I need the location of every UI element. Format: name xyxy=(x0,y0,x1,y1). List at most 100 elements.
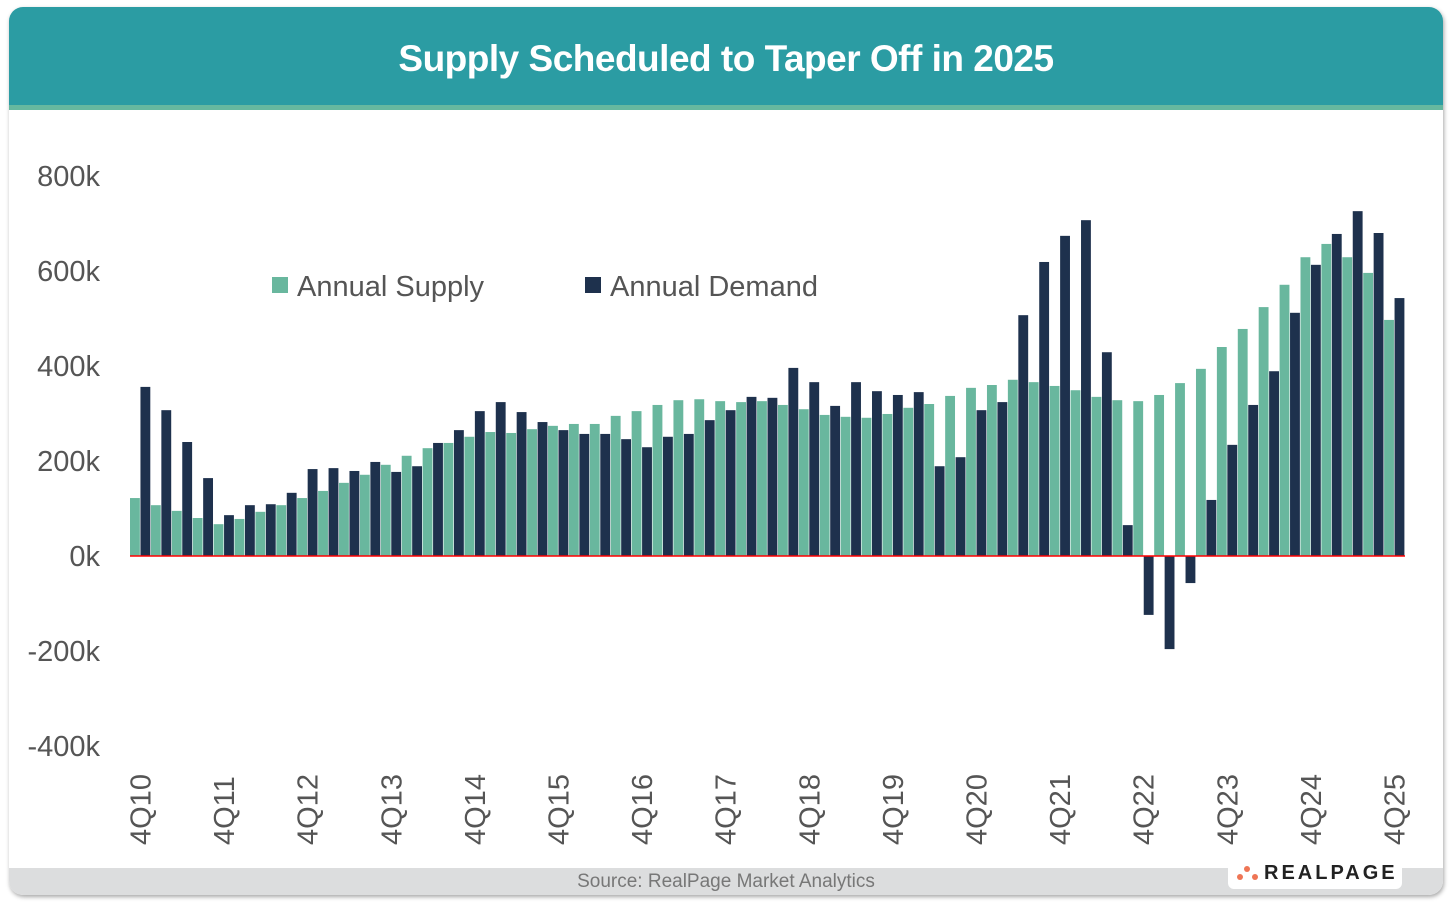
supply-bar xyxy=(1384,319,1394,556)
x-tick-label: 4Q10 xyxy=(125,774,157,845)
header-bar xyxy=(9,7,1443,105)
y-tick-label: 200k xyxy=(37,446,100,478)
supply-bar xyxy=(318,490,328,556)
demand-bar xyxy=(1248,404,1259,556)
demand-bar xyxy=(1185,556,1196,584)
x-tick-label: 4Q11 xyxy=(209,776,241,845)
logo-text: REALPAGE xyxy=(1264,862,1398,884)
demand-bar xyxy=(1206,499,1217,556)
legend-swatch xyxy=(272,277,288,293)
supply-bar xyxy=(130,498,140,556)
chart-title: Supply Scheduled to Taper Off in 2025 xyxy=(398,38,1054,79)
x-tick-label: 4Q13 xyxy=(376,774,408,845)
demand-bar xyxy=(788,367,799,556)
demand-bar xyxy=(516,412,527,556)
x-tick-label: 4Q19 xyxy=(878,774,910,845)
demand-bar xyxy=(1018,315,1029,556)
demand-bar xyxy=(1352,211,1363,556)
demand-bar xyxy=(224,515,234,556)
source-note: Source: RealPage Market Analytics xyxy=(577,871,875,892)
demand-bar xyxy=(495,402,506,556)
y-tick-label: 0k xyxy=(69,541,100,573)
x-tick-label: 4Q20 xyxy=(962,774,994,845)
demand-bar xyxy=(349,470,360,556)
demand-bar xyxy=(621,439,632,556)
demand-bar xyxy=(140,386,151,556)
supply-bar xyxy=(1112,400,1123,556)
supply-bar xyxy=(589,423,600,556)
demand-bar xyxy=(642,447,652,556)
demand-bar xyxy=(830,405,841,556)
y-tick-label: 600k xyxy=(37,256,100,288)
demand-bar xyxy=(307,469,318,556)
demand-bar xyxy=(453,430,464,556)
supply-bar xyxy=(527,429,537,556)
supply-bar xyxy=(861,417,872,556)
supply-bar xyxy=(1007,379,1018,556)
supply-bar xyxy=(736,402,746,556)
demand-bar xyxy=(182,442,193,556)
supply-bar xyxy=(464,436,475,556)
demand-bar xyxy=(558,430,569,556)
supply-bar xyxy=(234,518,245,556)
demand-bar xyxy=(203,478,214,556)
supply-bar xyxy=(506,432,517,556)
supply-bar xyxy=(777,404,788,556)
demand-bar xyxy=(433,442,443,556)
supply-bar xyxy=(380,464,391,556)
demand-bar xyxy=(746,396,757,556)
legend-label: Annual Demand xyxy=(610,271,818,303)
supply-bar xyxy=(297,498,308,556)
supply-bar xyxy=(757,401,767,556)
demand-bar xyxy=(1143,556,1154,615)
y-tick-label: -400k xyxy=(27,731,100,763)
demand-bar xyxy=(1081,220,1091,557)
demand-bar xyxy=(600,433,611,556)
demand-bar xyxy=(579,433,590,556)
legend-swatch xyxy=(585,277,601,293)
supply-bar xyxy=(819,414,830,556)
demand-bar xyxy=(1394,298,1405,556)
supply-bar xyxy=(694,399,705,556)
supply-bar xyxy=(1091,396,1102,556)
demand-bar xyxy=(662,436,673,556)
demand-bar xyxy=(767,397,778,556)
supply-bar xyxy=(986,385,997,556)
demand-bar xyxy=(851,382,861,556)
supply-bar xyxy=(652,404,663,556)
supply-bar xyxy=(422,448,433,556)
supply-bar xyxy=(1321,243,1332,557)
demand-bar xyxy=(1039,261,1050,556)
logo-dot xyxy=(1252,874,1258,880)
supply-bar xyxy=(568,423,579,556)
demand-bar xyxy=(265,504,276,556)
demand-bar xyxy=(161,410,172,556)
x-tick-label: 4Q24 xyxy=(1296,774,1328,845)
supply-bar xyxy=(276,505,287,556)
supply-bar xyxy=(1258,307,1269,556)
supply-bar xyxy=(1216,347,1227,556)
demand-bar xyxy=(976,410,987,556)
supply-bar xyxy=(945,395,956,556)
supply-bar xyxy=(840,416,851,556)
supply-bar xyxy=(631,411,642,556)
supply-bar xyxy=(485,432,496,556)
supply-bar xyxy=(798,409,809,556)
demand-bar xyxy=(1269,371,1279,556)
supply-bar xyxy=(548,425,558,556)
demand-bar xyxy=(370,461,381,556)
y-tick-label: 800k xyxy=(37,161,100,193)
x-tick-label: 4Q23 xyxy=(1212,774,1244,845)
demand-bar xyxy=(913,392,924,556)
demand-bar xyxy=(1373,233,1384,556)
supply-bar xyxy=(1342,257,1353,556)
supply-bar xyxy=(1070,390,1081,556)
supply-bar xyxy=(610,415,621,556)
legend-label: Annual Supply xyxy=(297,271,485,303)
supply-bar xyxy=(171,510,182,556)
demand-bar xyxy=(1310,264,1321,556)
demand-bar xyxy=(683,433,694,556)
demand-bar xyxy=(412,466,423,556)
demand-bar xyxy=(391,471,402,556)
